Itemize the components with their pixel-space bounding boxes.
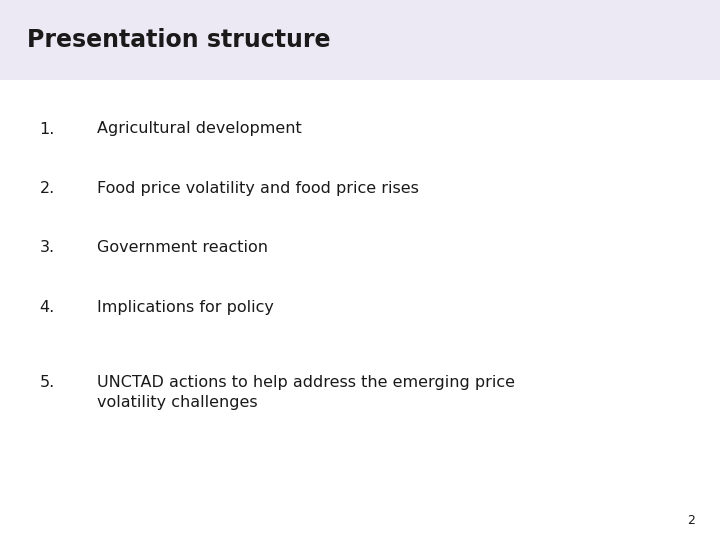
Text: 5.: 5. <box>40 375 55 390</box>
Text: Government reaction: Government reaction <box>97 240 268 255</box>
Text: 2: 2 <box>687 514 695 526</box>
Text: 2.: 2. <box>40 181 55 196</box>
Text: Implications for policy: Implications for policy <box>97 300 274 315</box>
Text: 3.: 3. <box>40 240 55 255</box>
Text: UNCTAD actions to help address the emerging price
volatility challenges: UNCTAD actions to help address the emerg… <box>97 375 516 410</box>
Text: Agricultural development: Agricultural development <box>97 122 302 137</box>
Text: Presentation structure: Presentation structure <box>27 28 331 52</box>
Text: 1.: 1. <box>40 122 55 137</box>
FancyBboxPatch shape <box>0 0 720 80</box>
Text: 4.: 4. <box>40 300 55 315</box>
Text: Food price volatility and food price rises: Food price volatility and food price ris… <box>97 181 419 196</box>
